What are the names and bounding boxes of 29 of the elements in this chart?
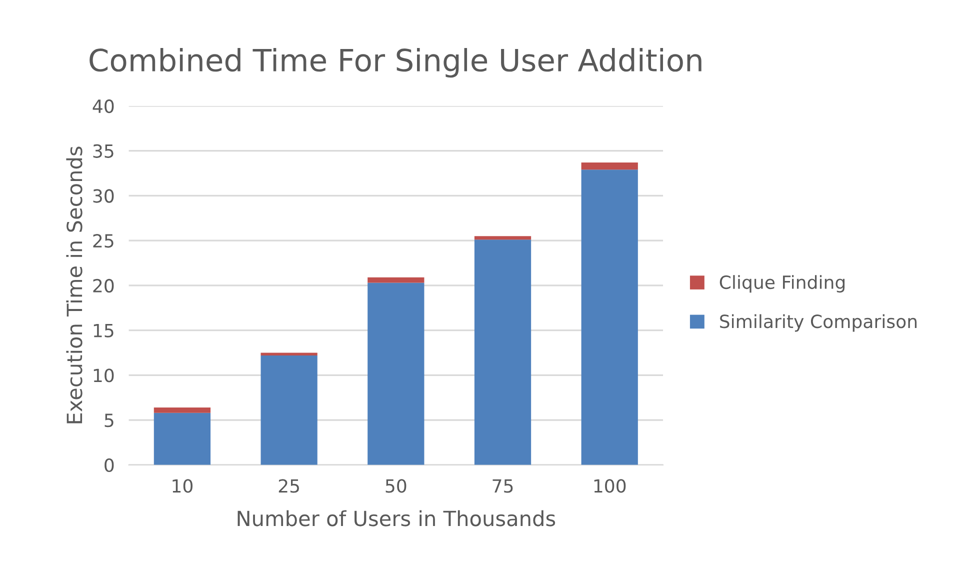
y-tick-label: 35 [93, 144, 114, 158]
bar [474, 240, 532, 465]
y-tick-label: 40 [92, 99, 114, 114]
y-tick-label: 25 [93, 234, 114, 248]
bar [368, 282, 424, 465]
bar [581, 170, 638, 465]
y-tick-label: 0 [104, 458, 114, 472]
x-axis-title: Number of Users in Thousands [238, 510, 556, 526]
y-tick-label: 30 [93, 189, 114, 203]
x-tick-label: 100 [594, 479, 626, 493]
x-tick-label: 10 [172, 479, 192, 493]
y-tick-label: 5 [104, 414, 114, 428]
x-tick-label: 50 [386, 479, 406, 493]
legend-label: Clique Finding [720, 275, 845, 293]
x-tick-label: 25 [278, 479, 299, 493]
bar [260, 352, 318, 356]
y-tick-label: 20 [93, 278, 114, 293]
bar [154, 408, 211, 413]
bar [260, 355, 318, 465]
chart-title: Combined Time For Single User Addition [90, 48, 702, 78]
bar [368, 277, 424, 283]
bar [581, 162, 638, 170]
bar [154, 412, 211, 465]
legend-label: Similarity Comparison [720, 314, 917, 332]
bar [474, 236, 532, 240]
y-tick-label: 15 [94, 324, 114, 338]
y-tick-label: 10 [94, 368, 114, 382]
x-tick-label: 75 [492, 479, 513, 493]
y-axis-title: Execution Time in Seconds [66, 146, 82, 424]
